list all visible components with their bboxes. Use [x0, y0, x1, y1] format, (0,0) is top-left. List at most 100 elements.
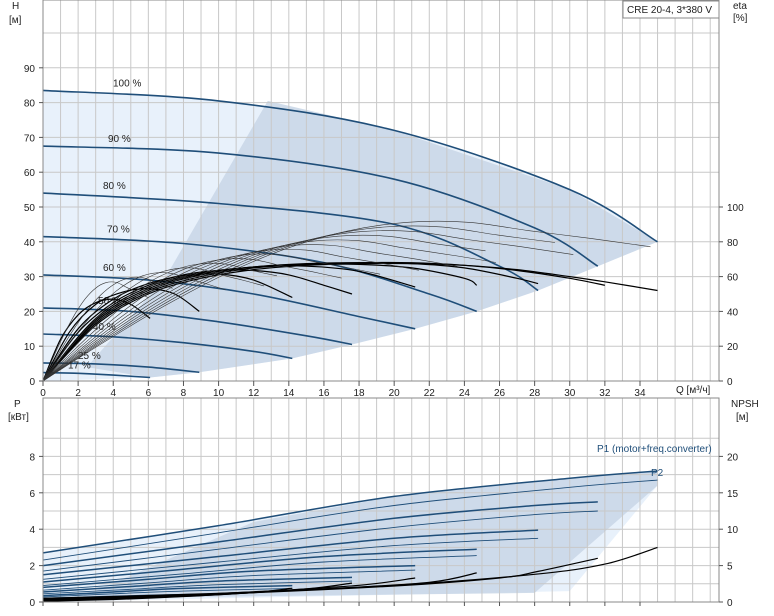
- x-tick-label: 6: [146, 388, 152, 399]
- p1-curve: [42, 576, 353, 593]
- eta-curve: [42, 269, 353, 382]
- eta-thin-curve: [42, 281, 149, 382]
- eta-tick-label: 20: [727, 342, 739, 353]
- model-label: CRE 20-4, 3*380 V: [627, 5, 712, 16]
- head-curve: [42, 145, 599, 267]
- y-tick-label: 90: [24, 64, 36, 75]
- y-axis-unit-h: [м]: [9, 15, 22, 26]
- y-axis-name-npsh: NPSH: [731, 399, 759, 410]
- bottom-frame: [42, 397, 720, 603]
- x-tick-label: 22: [424, 388, 436, 399]
- p-tick-label: 6: [29, 489, 35, 500]
- eta-thin-curve: [42, 225, 556, 382]
- eta-curve: [42, 262, 539, 382]
- x-tick-label: 16: [318, 388, 330, 399]
- p1-curve: [42, 564, 416, 589]
- eta-thin-curve: [42, 244, 458, 382]
- p-tick-label: 2: [29, 562, 35, 573]
- p2-curve: [42, 555, 477, 587]
- x-tick-label: 0: [40, 388, 46, 399]
- x-tick-label: 30: [564, 388, 576, 399]
- eta-tick-label: 100: [727, 203, 744, 214]
- p-tick-label: 0: [29, 598, 35, 609]
- y-axis-unit-npsh: [м]: [736, 412, 749, 423]
- top-series: 100 %90 %80 %70 %60 %50 %40 %25 %17 %: [42, 78, 658, 382]
- p2-curve: [42, 479, 658, 561]
- bottom-axes: 0 2 4 6 8 0 5 10 15 20: [29, 397, 739, 609]
- p2-curve: [42, 569, 416, 591]
- p2-curve: [42, 510, 598, 572]
- x-tick-label: 34: [634, 388, 646, 399]
- head-curve: [42, 333, 293, 360]
- head-curve: [42, 192, 539, 292]
- p1-curve: [42, 470, 658, 554]
- bottom-series: [42, 470, 658, 602]
- x-tick-label: 12: [248, 388, 260, 399]
- p2-label: P2: [651, 468, 664, 479]
- x-axis-label: Q [м³/ч]: [676, 385, 711, 396]
- eta-tick-label: 80: [727, 238, 739, 249]
- eta-tick-label: 0: [727, 377, 733, 388]
- y-axis-unit-eta: [%]: [733, 13, 748, 24]
- y-axis-name-eta: eta: [733, 1, 747, 12]
- y-tick-label: 40: [24, 238, 36, 249]
- eta-curve: [42, 288, 200, 382]
- y-axis-unit-p: [кВт]: [8, 412, 29, 423]
- eta-thin-curve: [42, 253, 381, 382]
- model-box: [622, 0, 720, 19]
- p2-curve: [42, 580, 353, 595]
- npsh-tick-label: 5: [727, 562, 733, 573]
- top-frame: [42, 0, 720, 382]
- y-axis-name-p: P: [14, 399, 21, 410]
- head-curve-label: 17 %: [68, 361, 91, 372]
- eta-curve: [42, 273, 293, 382]
- p1-curve: [42, 548, 477, 583]
- p-tick-label: 4: [29, 525, 35, 536]
- head-curve-label: 25 %: [78, 351, 101, 362]
- p2-curve: [42, 587, 293, 598]
- y-tick-label: 50: [24, 203, 36, 214]
- eta-thin-curve: [42, 262, 277, 382]
- head-curve-label: 40 %: [93, 322, 116, 333]
- power-range-shade: [78, 471, 658, 599]
- y-tick-label: 20: [24, 307, 36, 318]
- npsh-curve: [42, 587, 293, 602]
- head-curve-label: 100 %: [113, 78, 141, 89]
- x-tick-label: 4: [110, 388, 116, 399]
- y-tick-label: 60: [24, 168, 36, 179]
- npsh-tick-label: 10: [727, 525, 739, 536]
- eta-thin-curve: [42, 248, 419, 382]
- npsh-curve: [42, 577, 416, 602]
- head-curve: [42, 371, 151, 379]
- x-tick-label: 14: [283, 388, 295, 399]
- head-curve-label: 60 %: [103, 263, 126, 274]
- eta-thin-curve: [42, 272, 226, 382]
- eta-thin-curve: [42, 220, 651, 382]
- npsh-tick-label: 15: [727, 489, 739, 500]
- p-tick-label: 8: [29, 452, 35, 463]
- npsh-tick-label: 20: [727, 452, 739, 463]
- eta-tick-label: 40: [727, 307, 739, 318]
- eta-thin-curve: [42, 234, 486, 382]
- x-tick-label: 18: [353, 388, 365, 399]
- operating-range-shade: [86, 100, 658, 378]
- p2-curve: [42, 537, 539, 580]
- p1-label: P1 (motor+freq.converter): [597, 444, 712, 455]
- x-tick-label: 8: [181, 388, 187, 399]
- head-curve: [42, 89, 658, 243]
- head-curve-label: 70 %: [107, 225, 130, 236]
- p1-curve: [42, 529, 539, 576]
- head-curve-label: 80 %: [103, 181, 126, 192]
- x-tick-label: 28: [529, 388, 541, 399]
- y-tick-label: 80: [24, 99, 36, 110]
- x-tick-label: 10: [213, 388, 225, 399]
- eta-curve: [42, 298, 151, 382]
- top-axes: 0 2 4 6 8 10 12 14 16 18 20 22 24 26 28 30 32 34010203040…: [24, 0, 744, 399]
- x-tick-label: 2: [75, 388, 81, 399]
- eta-thin-curve: [42, 239, 497, 382]
- p1-curve: [42, 501, 598, 567]
- eta-curve: [42, 262, 658, 382]
- head-curve-label: 90 %: [108, 134, 131, 145]
